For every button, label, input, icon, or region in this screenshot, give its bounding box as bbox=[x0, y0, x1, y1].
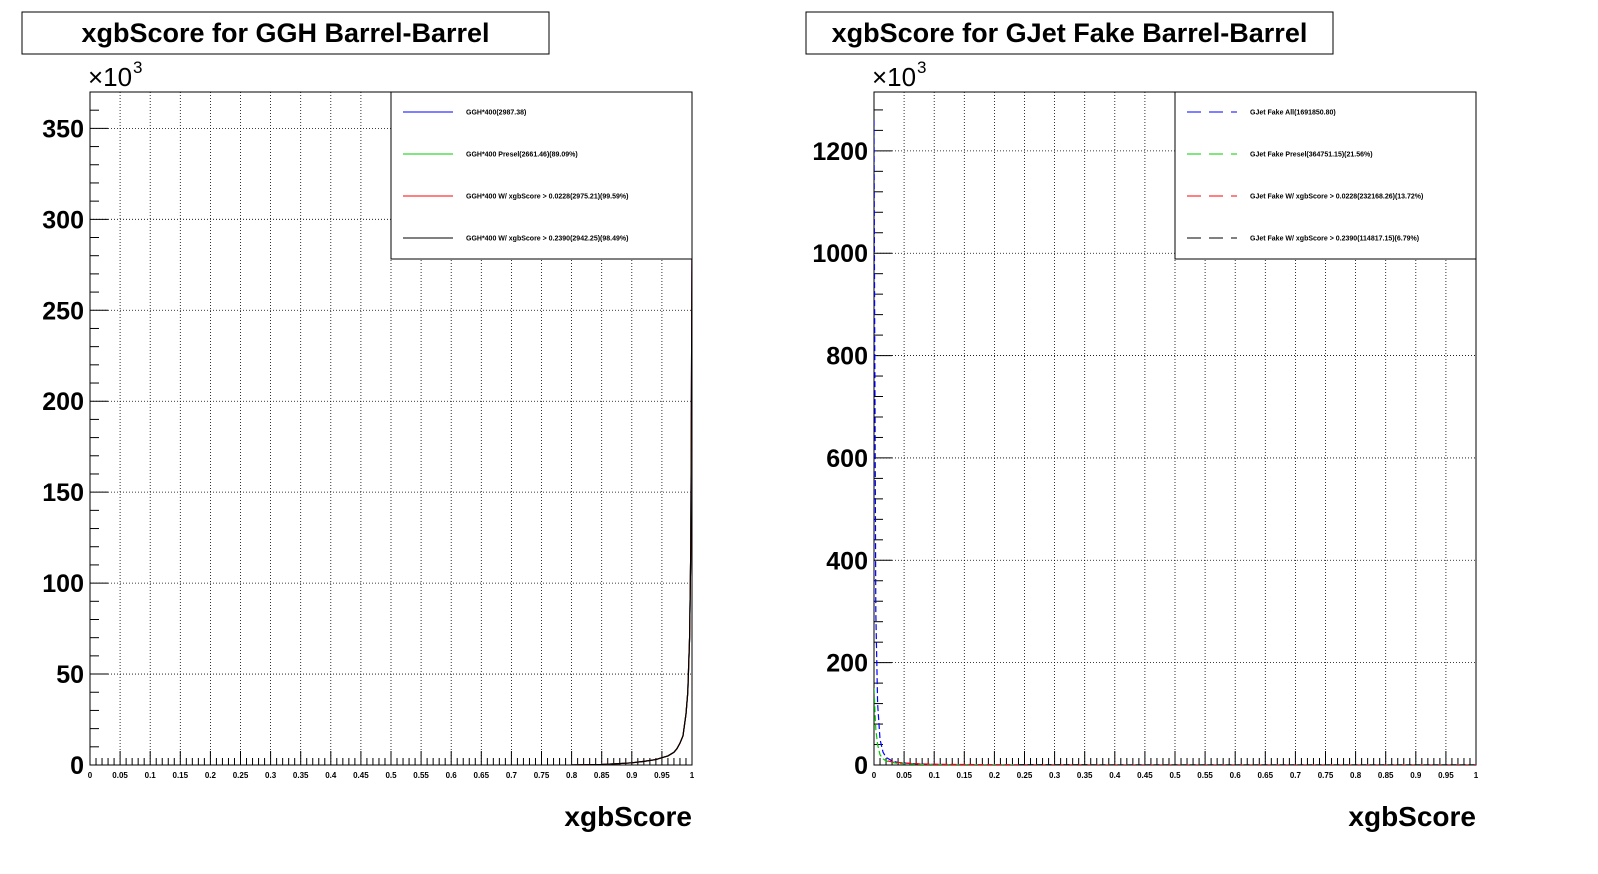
chart-title-box bbox=[21, 11, 550, 55]
x-tick-label: 0.75 bbox=[534, 771, 550, 780]
series-line-3 bbox=[887, 760, 1476, 765]
y-tick-label: 200 bbox=[826, 650, 868, 678]
x-axis-title: xgbScore bbox=[564, 801, 692, 832]
legend-entry: GJet Fake All(1691850.80) bbox=[1250, 110, 1336, 117]
x-tick-label: 0.35 bbox=[293, 771, 309, 780]
x-tick-label: 0.55 bbox=[1197, 771, 1213, 780]
x-tick-label: 0.35 bbox=[1077, 771, 1093, 780]
x-tick-label: 0.75 bbox=[1318, 771, 1334, 780]
x-tick-label: 0.9 bbox=[626, 771, 638, 780]
y-tick-label: 600 bbox=[826, 445, 868, 473]
y-tick-label: 400 bbox=[826, 547, 868, 575]
x-tick-label: 0.95 bbox=[1438, 771, 1454, 780]
y-multiplier-label: ×10 bbox=[88, 62, 132, 92]
x-tick-label: 0.05 bbox=[112, 771, 128, 780]
y-tick-label: 800 bbox=[826, 343, 868, 371]
x-tick-label: 0.4 bbox=[1109, 771, 1121, 780]
x-tick-label: 0.45 bbox=[353, 771, 369, 780]
series-group bbox=[874, 120, 1476, 765]
chart-title: xgbScore for GJet Fake Barrel-Barrel bbox=[832, 18, 1308, 48]
x-tick-label: 0.2 bbox=[205, 771, 217, 780]
legend-entry: GJet Fake W/ xgbScore > 0.0228(232168.26… bbox=[1250, 194, 1423, 201]
x-tick-label: 0.25 bbox=[1017, 771, 1033, 780]
x-tick-label: 0.6 bbox=[446, 771, 458, 780]
x-tick-label: 0.05 bbox=[896, 771, 912, 780]
y-tick-label: 50 bbox=[56, 661, 84, 689]
x-tick-label: 0.15 bbox=[957, 771, 973, 780]
legend-entry: GGH*400 W/ xgbScore > 0.2390(2942.25)(98… bbox=[466, 236, 628, 243]
x-tick-label: 0.65 bbox=[474, 771, 490, 780]
legend-entry: GGH*400 W/ xgbScore > 0.0228(2975.21)(99… bbox=[466, 194, 628, 201]
y-tick-label: 1200 bbox=[812, 138, 868, 166]
y-tick-label: 300 bbox=[42, 206, 84, 234]
x-tick-label: 1 bbox=[690, 771, 695, 780]
x-tick-label: 0.4 bbox=[325, 771, 337, 780]
series-group bbox=[571, 255, 692, 765]
x-tick-label: 0.85 bbox=[594, 771, 610, 780]
chart-panel-2: xgbScore for GJet Fake Barrel-Barrel 0 0.0… bbox=[805, 11, 1479, 832]
x-tick-label: 0.9 bbox=[1410, 771, 1422, 780]
x-tick-label: 0.3 bbox=[1049, 771, 1061, 780]
y-tick-label: 100 bbox=[42, 570, 84, 598]
x-tick-label: 0.2 bbox=[989, 771, 1001, 780]
x-tick-label: 0.85 bbox=[1378, 771, 1394, 780]
x-tick-label: 0.25 bbox=[233, 771, 249, 780]
x-tick-label: 0.7 bbox=[1290, 771, 1302, 780]
y-tick-label: 0 bbox=[854, 752, 868, 780]
x-tick-label: 0.6 bbox=[1230, 771, 1242, 780]
chart-panel-1: xgbScore for GGH Barrel-Barrel 0 0.05 0.1 0.… bbox=[21, 11, 695, 832]
chart-title-box bbox=[805, 11, 1334, 55]
x-tick-label: 0.5 bbox=[385, 771, 397, 780]
legend-entry: GGH*400 Presel(2661.46)(89.09%) bbox=[466, 152, 578, 159]
x-tick-label: 0 bbox=[872, 771, 877, 780]
series-line-4 bbox=[571, 255, 692, 765]
legend-entry: GGH*400(2987.38) bbox=[466, 110, 526, 117]
y-tick-label: 150 bbox=[42, 479, 84, 507]
x-tick-label: 0.45 bbox=[1137, 771, 1153, 780]
y-tick-label: 200 bbox=[42, 388, 84, 416]
x-tick-label: 0.3 bbox=[265, 771, 277, 780]
x-tick-label: 0.5 bbox=[1169, 771, 1181, 780]
x-tick-label: 1 bbox=[1474, 771, 1479, 780]
legend-box bbox=[1174, 91, 1477, 260]
legend-entry: GJet Fake W/ xgbScore > 0.2390(114817.15… bbox=[1250, 236, 1419, 243]
x-axis-title: xgbScore bbox=[1348, 801, 1476, 832]
x-tick-label: 0.95 bbox=[654, 771, 670, 780]
x-tick-label: 0.55 bbox=[413, 771, 429, 780]
x-tick-label: 0.8 bbox=[1350, 771, 1362, 780]
y-multiplier-label: ×10 bbox=[872, 62, 916, 92]
y-tick-label: 1000 bbox=[812, 240, 868, 268]
y-tick-label: 350 bbox=[42, 115, 84, 143]
x-tick-label: 0.1 bbox=[929, 771, 941, 780]
x-tick-label: 0.65 bbox=[1258, 771, 1274, 780]
x-tick-label: 0.15 bbox=[173, 771, 189, 780]
x-tick-label: 0.8 bbox=[566, 771, 578, 780]
y-multiplier-exponent: 3 bbox=[133, 58, 142, 77]
y-multiplier-exponent: 3 bbox=[917, 58, 926, 77]
x-tick-label: 0.1 bbox=[145, 771, 157, 780]
chart-title: xgbScore for GGH Barrel-Barrel bbox=[81, 18, 489, 48]
y-tick-label: 250 bbox=[42, 297, 84, 325]
legend-box bbox=[390, 91, 693, 260]
y-tick-label: 0 bbox=[70, 752, 84, 780]
x-tick-label: 0 bbox=[88, 771, 93, 780]
x-tick-label: 0.7 bbox=[506, 771, 518, 780]
legend-entry: GJet Fake Presel(364751.15)(21.56%) bbox=[1250, 152, 1373, 159]
